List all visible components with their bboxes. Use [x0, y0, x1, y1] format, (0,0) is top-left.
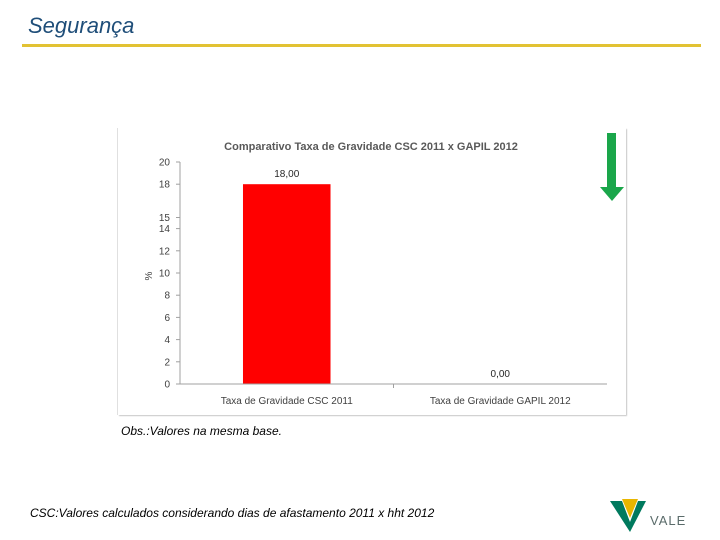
bar-1 [242, 184, 331, 384]
y-tick-label: 14 [159, 224, 171, 235]
footnote: CSC:Valores calculados considerando dias… [30, 506, 435, 520]
y-tick-label: 18 [159, 180, 171, 191]
y-tick-label: 20 [159, 158, 171, 169]
y-axis-label: % [144, 271, 155, 280]
y-tick-label: 8 [164, 291, 170, 302]
logo-text: VALE [650, 513, 686, 528]
obs-note: Obs.:Valores na mesma base. [121, 424, 282, 438]
bar-value-label: 0,00 [491, 369, 511, 380]
title-divider [22, 44, 701, 47]
chart-title: Comparativo Taxa de Gravidade CSC 2011 x… [224, 141, 518, 153]
y-tick-label: 4 [164, 335, 170, 346]
y-tick-label: 15 [159, 213, 171, 224]
down-arrow-icon [600, 133, 624, 201]
bar-value-label: 18,00 [274, 169, 299, 180]
y-tick-label: 12 [159, 246, 171, 257]
x-tick-label: Taxa de Gravidade CSC 2011 [221, 396, 354, 407]
x-tick-label: Taxa de Gravidade GAPIL 2012 [430, 396, 571, 407]
slide-title: Segurança [28, 13, 135, 38]
logo-yellow-mark [622, 499, 638, 518]
y-tick-label: 0 [164, 380, 170, 391]
y-tick-label: 2 [164, 357, 170, 368]
vale-logo: VALE [610, 499, 686, 532]
bar-chart: Comparativo Taxa de Gravidade CSC 2011 x… [144, 141, 607, 407]
y-tick-label: 6 [164, 313, 170, 324]
chart-container: Comparativo Taxa de Gravidade CSC 2011 x… [118, 128, 626, 415]
logo-green-mark [610, 501, 646, 532]
y-tick-label: 10 [159, 269, 171, 280]
